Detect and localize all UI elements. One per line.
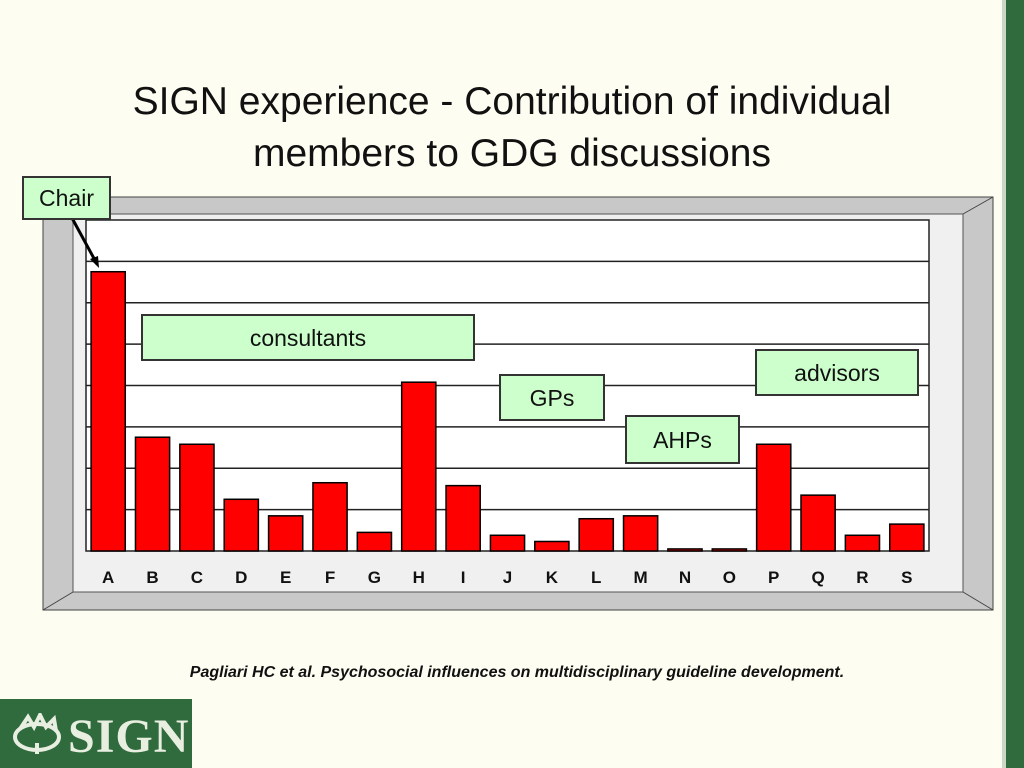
- thistle-logo-icon: [13, 713, 61, 754]
- bar-b: [134, 436, 171, 552]
- tick-label-o: O: [723, 568, 736, 587]
- right-accent-stripe: [1002, 0, 1006, 768]
- chair-arrow-head: [90, 256, 99, 268]
- bar-s: [888, 523, 925, 552]
- bar-j: [489, 534, 526, 552]
- tick-label-e: E: [280, 568, 291, 587]
- bar-r: [844, 534, 881, 552]
- chair-arrow: [70, 217, 99, 265]
- tick-label-p: P: [768, 568, 779, 587]
- tick-label-a: A: [102, 568, 114, 587]
- citation-text: Pagliari HC et al. Psychosocial influenc…: [189, 664, 845, 681]
- title-line-2: members to GDG discussions: [253, 132, 771, 175]
- bar-g: [356, 531, 393, 552]
- bar-p: [755, 443, 792, 552]
- tick-label-b: B: [146, 568, 158, 587]
- frame-corner-br: [962, 591, 994, 611]
- bar-o: [711, 548, 748, 552]
- bar-q: [800, 494, 836, 552]
- tick-label-c: C: [191, 568, 203, 587]
- consultants-callout: consultants: [141, 314, 475, 361]
- tick-label-k: K: [546, 568, 559, 587]
- tick-label-j: J: [503, 568, 512, 587]
- tick-label-s: S: [901, 568, 912, 587]
- tick-label-i: I: [461, 568, 466, 587]
- frame-corner-bl: [42, 591, 74, 611]
- gps-callout: GPs: [499, 374, 605, 421]
- tick-label-n: N: [679, 568, 691, 587]
- title-line-1: SIGN experience - Contribution of indivi…: [132, 80, 892, 123]
- bar-i: [445, 484, 481, 552]
- tick-label-l: L: [591, 568, 601, 587]
- tick-label-q: Q: [811, 568, 824, 587]
- x-tick-labels: A B C D E F G H I J K L M N O P Q R S: [102, 568, 912, 587]
- bar-d: [223, 498, 260, 552]
- frame-corner-tr: [962, 196, 994, 215]
- bar-k: [534, 540, 570, 552]
- advisors-callout: advisors: [755, 349, 919, 396]
- ahps-callout: AHPs: [625, 415, 740, 464]
- tick-label-m: M: [634, 568, 648, 587]
- right-brand-bar: [1006, 0, 1024, 768]
- bar-n: [667, 548, 703, 552]
- bar-c: [179, 443, 215, 552]
- bars: [90, 270, 925, 552]
- tick-label-d: D: [235, 568, 247, 587]
- slide-title: SIGN experience - Contribution of indivi…: [20, 76, 1004, 180]
- bar-h: [400, 381, 437, 552]
- sign-logo: SIGN: [0, 699, 192, 768]
- bar-l: [578, 517, 615, 552]
- tick-label-g: G: [368, 568, 381, 587]
- tick-label-h: H: [413, 568, 425, 587]
- bar-a: [90, 270, 127, 552]
- bar-e: [267, 515, 304, 552]
- bar-m: [622, 515, 659, 552]
- chair-callout: Chair: [22, 176, 111, 220]
- sign-logo-text: SIGN: [68, 710, 190, 763]
- bar-f: [312, 481, 348, 552]
- tick-label-f: F: [325, 568, 335, 587]
- tick-label-r: R: [856, 568, 868, 587]
